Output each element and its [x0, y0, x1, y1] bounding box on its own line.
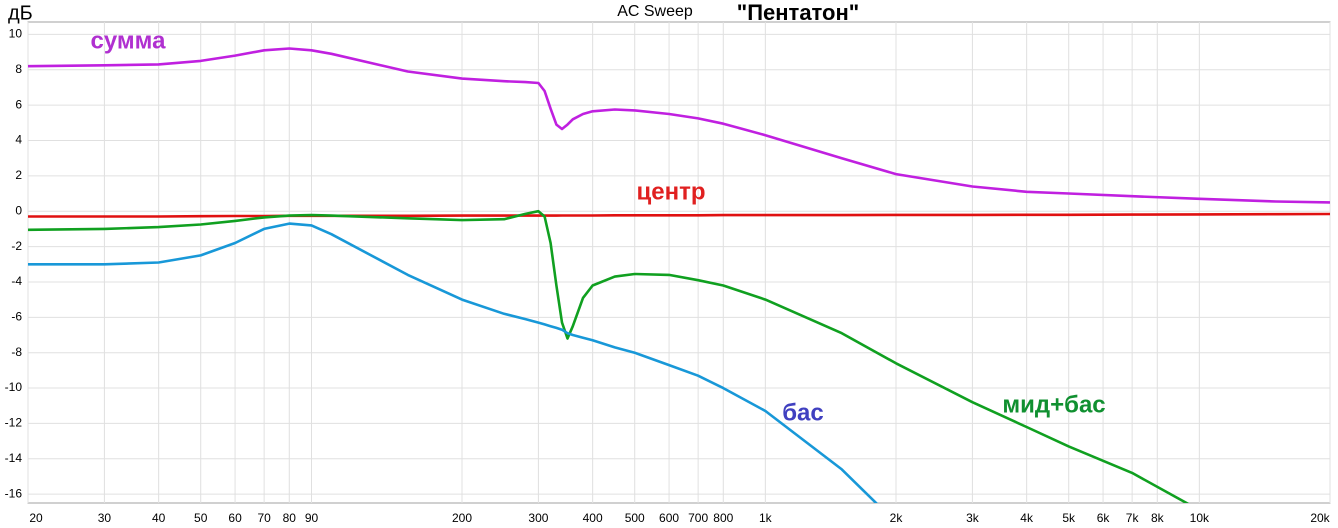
y-axis-label: дБ [8, 2, 33, 24]
series-line [28, 222, 878, 503]
x-tick-label: 4k [1020, 511, 1034, 525]
y-tick-label: 0 [15, 203, 22, 217]
x-tick-label: 8k [1151, 511, 1165, 525]
y-tick-label: 8 [15, 62, 22, 76]
y-tick-label: -4 [11, 274, 22, 288]
y-tick-label: -8 [11, 345, 22, 359]
y-tick-label: 10 [9, 27, 23, 41]
x-tick-label: 1k [759, 511, 773, 525]
x-tick-label: 20 [29, 511, 43, 525]
x-tick-label: 300 [528, 511, 548, 525]
series-label: сумма [91, 27, 167, 54]
series-label: бас [782, 399, 824, 426]
y-tick-label: 2 [15, 168, 22, 182]
x-tick-label: 10k [1190, 511, 1210, 525]
plot-area [27, 21, 1331, 504]
x-tick-label: 5k [1062, 511, 1076, 525]
x-tick-label: 50 [194, 511, 208, 525]
x-tick-label: 40 [152, 511, 166, 525]
x-tick-label: 600 [659, 511, 679, 525]
x-tick-label: 200 [452, 511, 472, 525]
y-tick-label: -10 [5, 380, 23, 394]
series-line [28, 47, 1330, 204]
x-tick-label: 500 [625, 511, 645, 525]
chart-subtitle: "Пентатон" [737, 0, 859, 25]
x-tick-label: 2k [890, 511, 904, 525]
x-tick-label: 30 [98, 511, 112, 525]
x-tick-label: 3k [966, 511, 980, 525]
x-tick-label: 80 [283, 511, 297, 525]
y-tick-label: -12 [5, 416, 23, 430]
series-label: центр [636, 178, 705, 205]
y-tick-label: -16 [5, 486, 23, 500]
series-label: мид+бас [1002, 391, 1105, 418]
y-tick-label: 4 [15, 133, 22, 147]
y-tick-label: -6 [11, 309, 22, 323]
x-tick-label: 800 [713, 511, 733, 525]
x-tick-label: 400 [583, 511, 603, 525]
x-tick-label: 700 [688, 511, 708, 525]
x-tick-label: 70 [257, 511, 271, 525]
y-tick-label: -2 [11, 239, 22, 253]
series-line [28, 209, 1190, 503]
x-tick-label: 90 [305, 511, 319, 525]
y-tick-label: -14 [5, 451, 23, 465]
x-tick-label: 20k [1310, 511, 1330, 525]
x-tick-label: 7k [1126, 511, 1140, 525]
x-tick-label: 60 [228, 511, 242, 525]
x-tick-label: 6k [1097, 511, 1111, 525]
chart-title: AC Sweep [617, 3, 693, 20]
y-tick-label: 6 [15, 97, 22, 111]
